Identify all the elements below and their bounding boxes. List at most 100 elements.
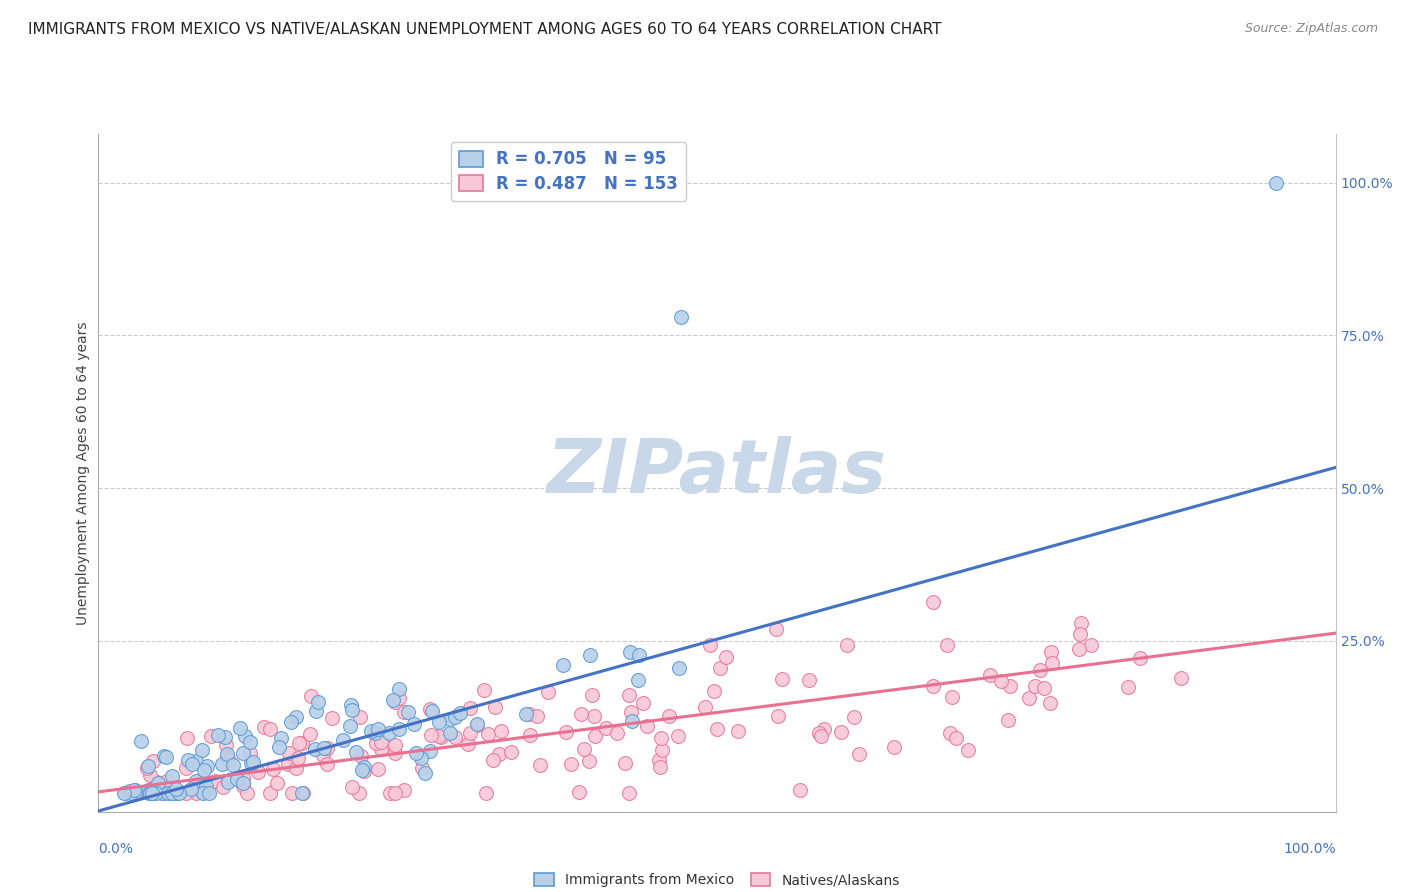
Text: ZIPatlas: ZIPatlas — [547, 436, 887, 509]
Point — [239, 735, 262, 749]
Point — [430, 730, 453, 744]
Point — [405, 746, 427, 760]
Point — [650, 760, 672, 774]
Point — [370, 741, 392, 756]
Text: IMMIGRANTS FROM MEXICO VS NATIVE/ALASKAN UNEMPLOYMENT AMONG AGES 60 TO 64 YEARS : IMMIGRANTS FROM MEXICO VS NATIVE/ALASKAN… — [28, 22, 942, 37]
Point — [259, 723, 281, 737]
Point — [239, 747, 262, 761]
Point — [585, 730, 607, 744]
Point — [706, 722, 728, 736]
Point — [316, 757, 339, 772]
Point — [381, 693, 404, 707]
Point — [627, 673, 650, 688]
Point — [191, 785, 214, 799]
Point — [193, 763, 215, 777]
Point — [420, 704, 443, 718]
Point — [648, 754, 671, 768]
Point — [1070, 615, 1092, 630]
Point — [278, 746, 301, 760]
Point — [595, 721, 617, 735]
Point — [150, 786, 173, 800]
Point — [1067, 641, 1090, 656]
Point — [458, 726, 481, 740]
Point — [155, 750, 177, 764]
Point — [572, 741, 595, 756]
Point — [716, 649, 738, 664]
Point — [141, 786, 163, 800]
Text: 0.0%: 0.0% — [98, 842, 134, 856]
Point — [350, 763, 373, 777]
Point — [472, 683, 495, 698]
Point — [350, 748, 373, 763]
Point — [299, 689, 322, 703]
Point — [419, 728, 441, 742]
Point — [392, 782, 415, 797]
Point — [270, 731, 292, 745]
Point — [193, 786, 215, 800]
Point — [321, 711, 343, 725]
Point — [125, 786, 148, 800]
Point — [114, 786, 136, 800]
Point — [165, 781, 187, 796]
Point — [174, 760, 197, 774]
Point — [152, 749, 174, 764]
Point — [112, 786, 135, 800]
Point — [349, 710, 371, 724]
Point — [195, 779, 218, 793]
Point — [190, 743, 212, 757]
Point — [537, 685, 560, 699]
Point — [122, 782, 145, 797]
Point — [152, 786, 174, 800]
Point — [429, 715, 451, 730]
Point — [236, 786, 259, 800]
Point — [619, 645, 641, 659]
Point — [515, 707, 537, 722]
Point — [848, 747, 870, 761]
Point — [491, 723, 513, 738]
Point — [627, 648, 650, 662]
Point — [215, 750, 238, 764]
Point — [291, 736, 314, 750]
Point — [136, 758, 159, 772]
Point — [136, 761, 159, 775]
Point — [444, 710, 467, 724]
Point — [709, 661, 731, 675]
Point — [174, 786, 197, 800]
Point — [770, 672, 793, 686]
Point — [606, 726, 628, 740]
Point — [1039, 645, 1062, 659]
Point — [232, 780, 254, 794]
Point — [695, 700, 717, 714]
Point — [281, 786, 304, 800]
Point — [212, 780, 235, 795]
Point — [165, 786, 187, 800]
Point — [339, 719, 361, 733]
Point — [139, 786, 162, 800]
Point — [280, 715, 302, 730]
Point — [288, 736, 311, 750]
Point — [124, 782, 146, 797]
Point — [284, 761, 307, 775]
Point — [194, 784, 217, 798]
Point — [699, 638, 721, 652]
Point — [204, 774, 226, 789]
Point — [378, 726, 401, 740]
Point — [145, 774, 167, 789]
Point — [997, 713, 1019, 727]
Point — [186, 774, 208, 789]
Point — [156, 786, 179, 800]
Point — [340, 698, 363, 713]
Point — [384, 746, 406, 760]
Point — [402, 717, 425, 731]
Point — [160, 769, 183, 783]
Point — [138, 768, 160, 782]
Point — [232, 746, 254, 760]
Point — [232, 772, 254, 786]
Point — [1033, 681, 1056, 695]
Point — [797, 673, 820, 687]
Point — [240, 756, 263, 770]
Point — [883, 740, 905, 755]
Point — [560, 756, 582, 771]
Point — [650, 731, 672, 745]
Point — [636, 719, 658, 733]
